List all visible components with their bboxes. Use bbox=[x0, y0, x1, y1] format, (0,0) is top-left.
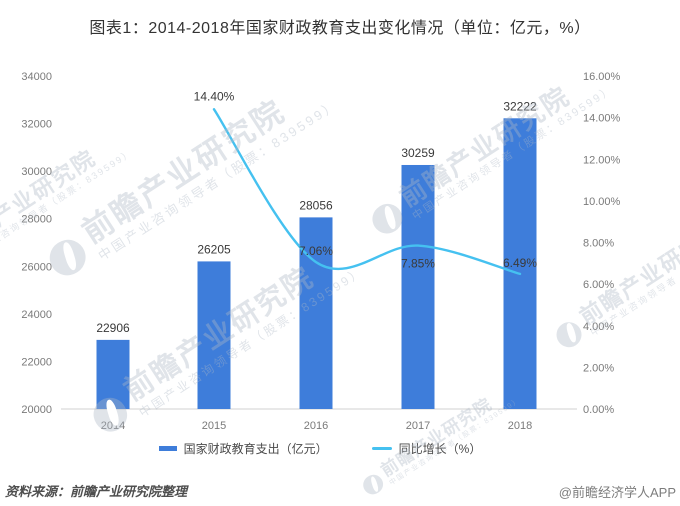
bar-value-label: 26205 bbox=[197, 242, 231, 256]
x-axis-label: 2015 bbox=[202, 420, 226, 432]
right-axis-tick-label: 4.00% bbox=[583, 321, 614, 333]
left-axis-tick-label: 24000 bbox=[21, 309, 52, 321]
bar-2015 bbox=[197, 261, 231, 409]
left-axis-tick-label: 20000 bbox=[21, 404, 52, 416]
growth-line-series bbox=[212, 108, 522, 276]
bar-2018 bbox=[503, 118, 537, 409]
right-axis-tick-label: 0.00% bbox=[583, 404, 614, 416]
bar-series-swatch-icon bbox=[158, 445, 177, 451]
right-axis-tick-label: 6.00% bbox=[583, 279, 614, 291]
line-series-swatch-icon bbox=[371, 446, 392, 450]
qianzhan-logo-icon bbox=[359, 471, 387, 499]
line-value-label: 7.06% bbox=[299, 244, 333, 258]
bar-series-label: 国家财政教育支出（亿元） bbox=[183, 441, 328, 456]
x-axis-label: 2017 bbox=[406, 420, 430, 432]
left-axis-tick-label: 26000 bbox=[21, 261, 52, 273]
chart-legend: 国家财政教育支出（亿元） 同比增长（%） bbox=[0, 440, 640, 456]
x-axis-label: 2014 bbox=[101, 420, 125, 432]
line-value-label: 6.49% bbox=[503, 256, 537, 270]
legend-item-bar-series: 国家财政教育支出（亿元） bbox=[158, 440, 328, 457]
left-axis-tick-label: 34000 bbox=[21, 71, 52, 83]
right-axis-tick-label: 8.00% bbox=[583, 238, 614, 250]
source-note: 资料来源：前瞻产业研究院整理 bbox=[5, 484, 188, 499]
left-axis-tick-label: 28000 bbox=[21, 214, 52, 226]
bar-2014 bbox=[96, 339, 130, 409]
legend-item-line-series: 同比增长（%） bbox=[371, 440, 482, 457]
credit-note: @前瞻经济学人APP bbox=[558, 485, 676, 500]
chart-title: 图表1：2014-2018年国家财政教育支出变化情况（单位：亿元，%） bbox=[89, 20, 591, 37]
left-axis-tick-label: 30000 bbox=[21, 166, 52, 178]
line-value-label: 7.85% bbox=[401, 257, 435, 271]
right-axis-tick-label: 12.00% bbox=[583, 154, 621, 166]
right-axis-tick-label: 14.00% bbox=[583, 113, 621, 125]
left-axis-tick-label: 32000 bbox=[21, 119, 52, 131]
x-axis-label: 2018 bbox=[508, 420, 532, 432]
right-axis-tick-label: 10.00% bbox=[583, 196, 621, 208]
line-series-label: 同比增长（%） bbox=[398, 441, 482, 456]
bar-2016 bbox=[299, 217, 333, 409]
line-value-label: 14.40% bbox=[194, 89, 235, 103]
left-axis-tick-label: 22000 bbox=[21, 356, 52, 368]
chart-plot-area: 20000 22000 24000 26000 28000 30000 32000 34000… bbox=[21, 71, 621, 432]
right-axis-tick-label: 16.00% bbox=[583, 71, 621, 83]
bar-2017 bbox=[401, 164, 435, 409]
x-axis-label: 2016 bbox=[304, 420, 328, 432]
bar-value-label: 22906 bbox=[96, 321, 130, 335]
bar-value-label: 28056 bbox=[299, 198, 333, 212]
bar-value-label: 32222 bbox=[503, 99, 537, 113]
bar-value-label: 30259 bbox=[401, 146, 435, 160]
right-axis-tick-label: 2.00% bbox=[583, 362, 614, 374]
